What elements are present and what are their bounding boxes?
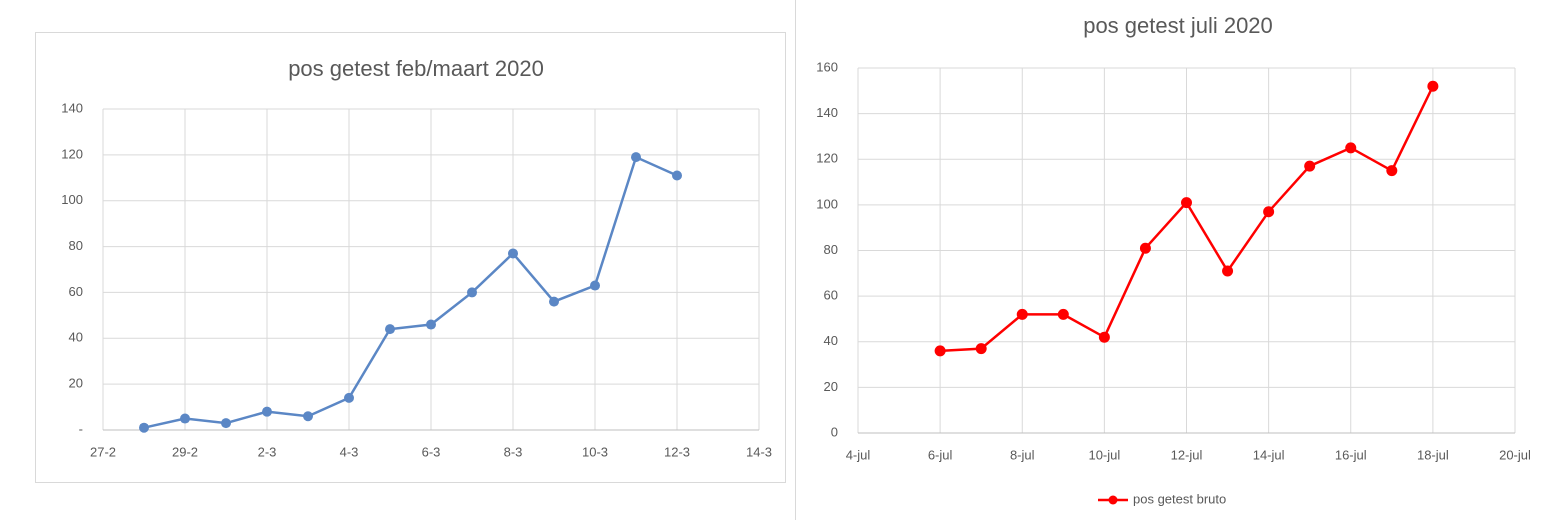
x-tick-label: 20-jul [1499,447,1531,462]
x-tick-label: 14-3 [746,444,772,459]
y-tick-label: 120 [816,151,838,166]
x-tick-label: 29-2 [172,444,198,459]
data-point [139,422,149,433]
data-point [549,296,559,307]
x-tick-label: 8-3 [504,444,523,459]
data-point [1016,308,1028,320]
y-tick-label: 160 [816,59,838,74]
y-tick-label: 120 [61,146,83,161]
x-tick-label: 16-jul [1335,447,1367,462]
y-tick-label: 20 [69,376,83,391]
x-tick-label: 4-3 [340,444,359,459]
data-point [1181,197,1192,209]
data-point [631,152,641,163]
data-point [262,406,272,417]
data-point [672,170,682,181]
data-point [590,280,600,291]
x-tick-label: 6-jul [928,447,953,462]
chart-frame [35,32,786,483]
x-tick-label: 4-jul [846,447,871,462]
data-point [934,345,946,357]
data-point [508,248,518,259]
x-tick-label: 12-jul [1171,447,1203,462]
x-tick-label: 10-jul [1088,447,1120,462]
data-point [1098,331,1110,343]
chart-title: pos getest feb/maart 2020 [288,56,544,81]
data-point [426,319,436,330]
legend-label: pos getest bruto [1133,491,1226,506]
y-tick-label: 80 [69,238,83,253]
x-tick-label: 12-3 [664,444,690,459]
data-point [1304,160,1316,172]
data-point [1139,242,1151,254]
x-tick-label: 27-2 [90,444,116,459]
data-point [975,343,987,355]
data-point [1386,165,1398,177]
y-tick-label: 40 [824,333,838,348]
data-point [180,413,190,424]
x-tick-label: 6-3 [422,444,441,459]
x-tick-label: 2-3 [258,444,277,459]
data-point [221,418,231,429]
data-point [1427,80,1439,92]
data-point [1057,308,1069,320]
y-tick-label: 140 [61,100,83,115]
data-point [303,411,313,422]
data-point [344,392,354,403]
y-tick-label: 20 [824,379,838,394]
y-tick-label: 100 [61,192,83,207]
series-line [143,155,678,429]
y-tick-label: 60 [824,288,838,303]
chart-title: pos getest juli 2020 [1083,13,1273,38]
y-tick-label: 100 [816,196,838,211]
x-tick-label: 14-jul [1253,447,1285,462]
y-tick-label: 80 [824,242,838,257]
x-tick-label: 8-jul [1010,447,1035,462]
x-tick-label: 10-3 [582,444,608,459]
y-tick-label: 40 [69,330,83,345]
legend-marker [1108,495,1118,505]
data-point [1222,265,1234,277]
x-tick-label: 18-jul [1417,447,1449,462]
data-point [467,287,477,298]
data-point [385,324,395,335]
y-tick-label: 0 [831,424,838,439]
y-tick-label: 60 [69,284,83,299]
data-point [1263,206,1275,218]
data-point [1345,142,1357,154]
y-tick-label: - [79,421,83,436]
y-tick-label: 140 [816,105,838,120]
